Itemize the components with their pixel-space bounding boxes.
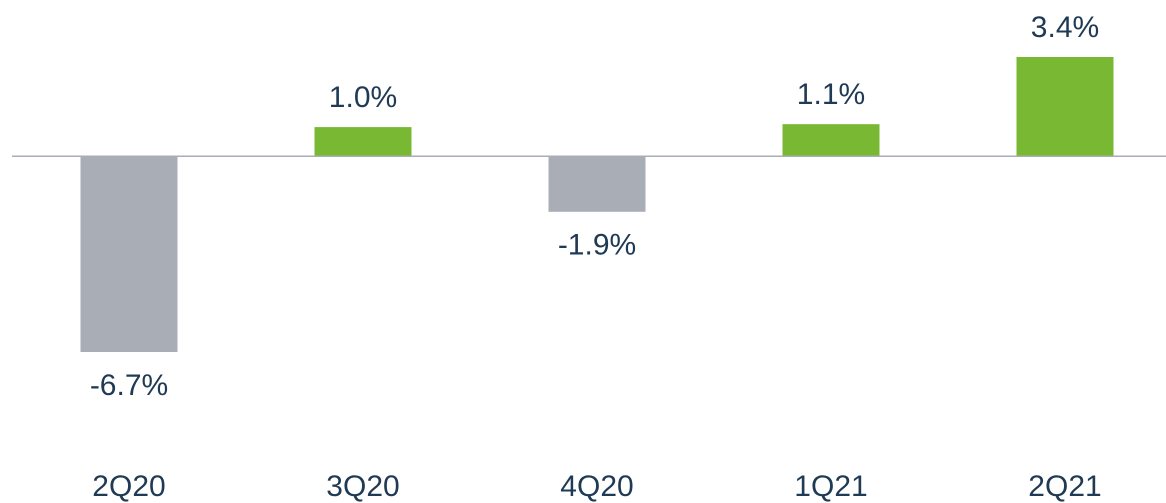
x-tick-label: 1Q21 — [794, 470, 867, 503]
data-label: -1.9% — [558, 229, 636, 262]
data-label: 1.1% — [797, 78, 865, 111]
bar — [314, 127, 412, 157]
bar — [80, 156, 178, 352]
bar — [548, 156, 646, 212]
data-label: 3.4% — [1031, 11, 1099, 44]
x-tick-label: 2Q21 — [1028, 470, 1101, 503]
data-label: 1.0% — [329, 81, 397, 114]
data-label: -6.7% — [90, 369, 168, 402]
x-tick-label: 3Q20 — [326, 470, 399, 503]
bar — [782, 124, 880, 157]
x-tick-label: 2Q20 — [92, 470, 165, 503]
x-tick-label: 4Q20 — [560, 470, 633, 503]
bar — [1016, 57, 1114, 157]
